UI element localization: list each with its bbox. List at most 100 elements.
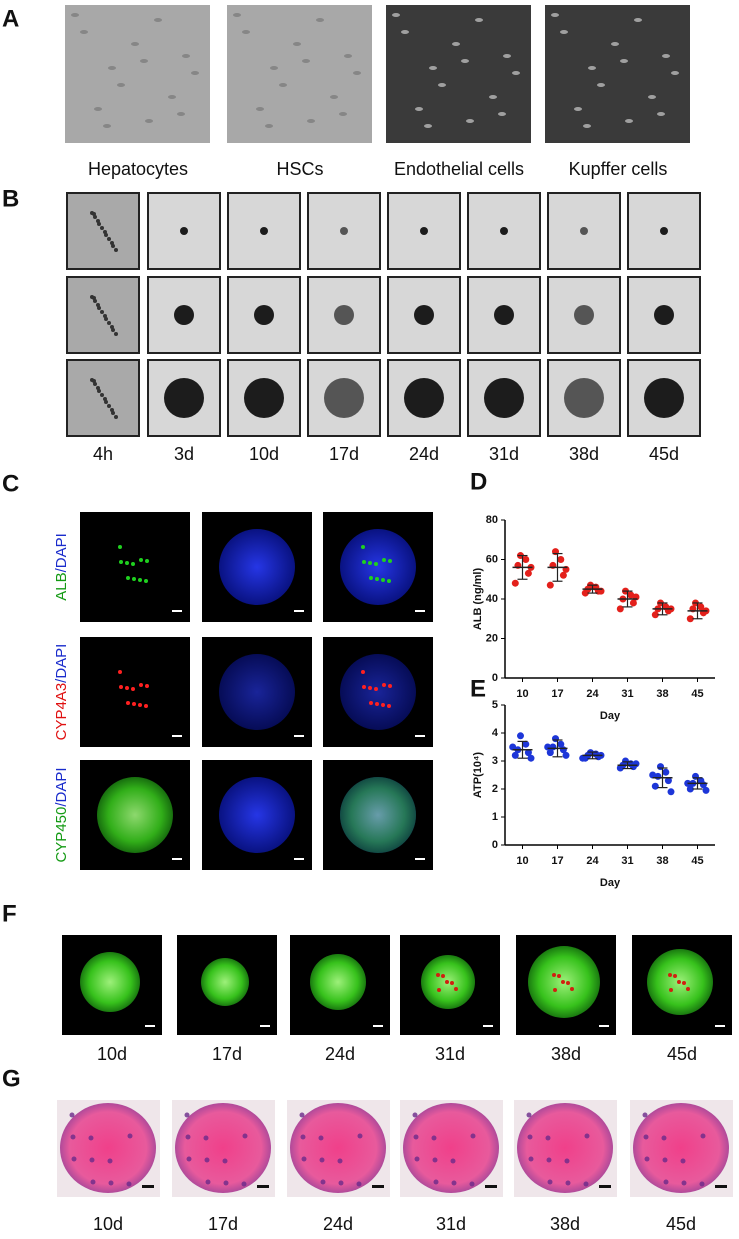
- dead-cell: [673, 974, 677, 978]
- signal: [139, 683, 143, 687]
- data-point: [686, 615, 694, 623]
- cell: [108, 66, 116, 70]
- nucleus: [186, 1156, 192, 1162]
- data-point: [544, 743, 552, 751]
- cell: [588, 66, 596, 70]
- cell: [110, 408, 114, 412]
- nuclei: [219, 777, 295, 853]
- scale-bar: [172, 735, 182, 737]
- cell: [182, 54, 190, 58]
- nucleus: [681, 1180, 687, 1186]
- spheroid: [244, 378, 284, 418]
- cell: [96, 303, 100, 307]
- nucleus: [356, 1181, 362, 1187]
- dead-cell: [553, 988, 557, 992]
- signal: [144, 579, 148, 583]
- dead-cell: [668, 973, 672, 977]
- scale-bar: [142, 1185, 154, 1188]
- cell: [401, 30, 409, 34]
- cell: [154, 18, 162, 22]
- data-point: [517, 732, 524, 740]
- nucleus: [300, 1134, 306, 1140]
- cell: [392, 13, 400, 17]
- tissue: [633, 1103, 729, 1193]
- signal: [374, 562, 378, 566]
- cell: [307, 119, 315, 123]
- data-point: [686, 785, 694, 793]
- panel-label: D: [470, 468, 487, 495]
- time-label: 24d: [325, 1044, 355, 1064]
- time-label: 10d: [249, 444, 279, 464]
- nucleus: [414, 1156, 420, 1162]
- signal: [388, 559, 392, 563]
- spheroid: [574, 305, 594, 325]
- y-tick-label: 2: [492, 783, 498, 795]
- time-label: 10d: [93, 1214, 123, 1234]
- nucleus: [661, 1135, 667, 1141]
- cell: [302, 59, 310, 63]
- panel-label: E: [470, 675, 486, 702]
- cell: [634, 18, 642, 22]
- x-tick-label: 45: [691, 688, 703, 700]
- cell-type-label: Endothelial cells: [394, 159, 524, 179]
- time-label: 38d: [550, 1214, 580, 1234]
- nucleus: [526, 1112, 532, 1118]
- nucleus: [528, 1156, 534, 1162]
- spheroid: [420, 227, 428, 235]
- nucleus: [318, 1135, 324, 1141]
- nuclei: [219, 654, 295, 730]
- tissue: [403, 1103, 499, 1193]
- micrograph: [66, 192, 140, 270]
- scale-bar: [373, 1025, 383, 1027]
- cell: [461, 59, 469, 63]
- panel-label: B: [2, 185, 19, 212]
- x-axis-label: Day: [600, 877, 621, 889]
- cell-type-label: Hepatocytes: [88, 159, 188, 179]
- x-tick-label: 24: [586, 688, 599, 700]
- cell: [344, 54, 352, 58]
- signal: [145, 684, 149, 688]
- nucleus: [469, 1181, 475, 1187]
- signal: [126, 701, 130, 705]
- x-tick-label: 24: [586, 855, 599, 867]
- scale-bar: [415, 858, 425, 860]
- nucleus: [662, 1157, 668, 1163]
- nucleus: [545, 1135, 551, 1141]
- panel-label: C: [2, 470, 19, 497]
- signal: [362, 560, 366, 564]
- data-point: [546, 581, 554, 589]
- scale-bar: [599, 1185, 611, 1188]
- signal: [118, 670, 122, 674]
- signal: [119, 685, 123, 689]
- scale-bar: [294, 858, 304, 860]
- cell: [498, 112, 506, 116]
- time-label: 24d: [409, 444, 439, 464]
- nucleus: [71, 1156, 77, 1162]
- scale-bar: [294, 610, 304, 612]
- nucleus: [319, 1157, 325, 1163]
- y-axis-label: ATP(10⁴): [472, 752, 484, 799]
- cell: [625, 119, 633, 123]
- data-point: [509, 743, 517, 751]
- cell: [662, 54, 670, 58]
- cell: [96, 386, 100, 390]
- micrograph: [66, 359, 140, 437]
- data-point: [581, 589, 589, 597]
- nucleus: [242, 1133, 248, 1139]
- signal: [369, 576, 373, 580]
- scale-bar: [715, 1025, 725, 1027]
- nucleus: [431, 1135, 437, 1141]
- x-tick-label: 38: [656, 855, 668, 867]
- cell: [353, 71, 361, 75]
- nucleus: [357, 1133, 363, 1139]
- cell: [489, 95, 497, 99]
- spheroid: [201, 958, 249, 1006]
- cell: [114, 248, 118, 252]
- data-point: [524, 569, 532, 577]
- cell: [103, 314, 107, 318]
- nucleus: [204, 1157, 210, 1163]
- micrograph: [386, 5, 531, 143]
- cell-type-label: HSCs: [276, 159, 323, 179]
- nucleus: [643, 1134, 649, 1140]
- nucleus: [337, 1158, 343, 1164]
